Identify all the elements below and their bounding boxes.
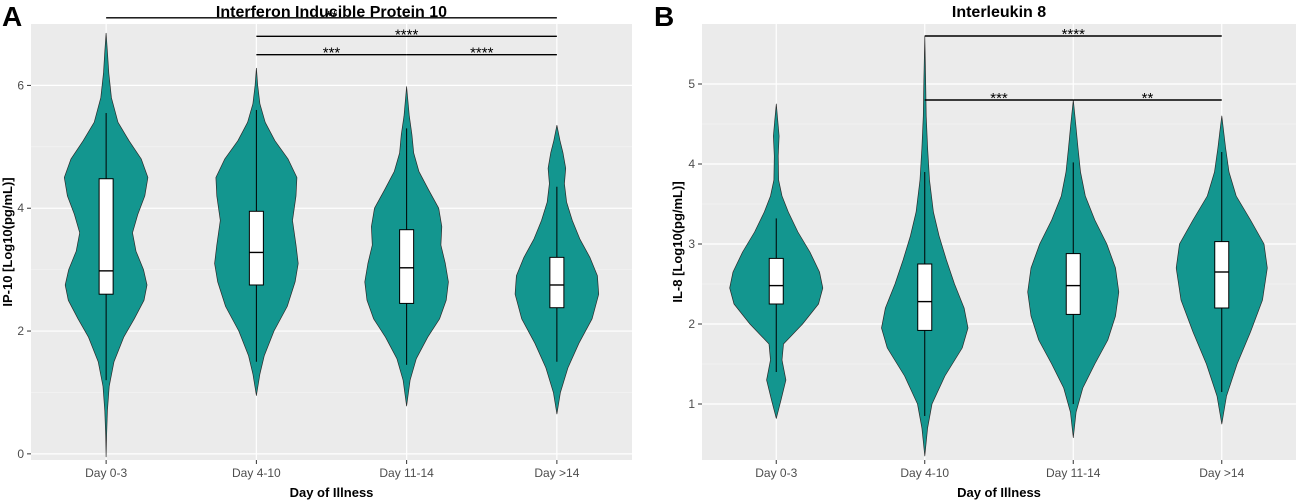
panel-a: A Interferon Inducible Protein 10 0 2 4 6 Day …: [0, 1, 632, 500]
box-day-4-10: [917, 263, 933, 331]
x-axis-title: Day of Illness: [290, 485, 374, 500]
box-day-4-10: [248, 210, 264, 286]
x-tick-label-day-4-10: Day 4-10: [900, 466, 949, 480]
y-tick-label: 2: [17, 324, 24, 338]
significance-label-2: **: [1142, 90, 1154, 107]
y-tick-label: 0: [17, 447, 24, 461]
significance-label-2: ***: [323, 45, 341, 62]
y-tick-label: 4: [17, 201, 24, 215]
significance-label-1: ***: [990, 90, 1008, 107]
box-day-0-3: [768, 257, 784, 305]
significance-label-3: ****: [470, 45, 494, 62]
y-tick-label: 1: [688, 397, 695, 411]
y-tick-label: 6: [17, 78, 24, 92]
y-tick-label: 3: [688, 237, 695, 251]
panel-letter: B: [654, 1, 674, 32]
y-axis-title: IL-8 [Log10(pg/mL)]: [670, 181, 685, 302]
box-day-gt14: [1214, 241, 1230, 309]
box-day-0-3: [98, 178, 114, 295]
y-axis-title: IP-10 [Log10(pg/mL)]: [0, 177, 15, 306]
x-tick-label-day-gt14: Day >14: [1199, 466, 1244, 480]
chart-title: Interferon Inducible Protein 10: [216, 4, 447, 21]
x-tick-label-day-0-3: Day 0-3: [85, 466, 127, 480]
y-tick-label: 5: [688, 77, 695, 91]
x-tick-label-day-gt14: Day >14: [534, 466, 579, 480]
panel-b: B Interleukin 8 1 2 3 4 5 Day 0-3 Day 4-10 Day 11…: [654, 1, 1296, 500]
significance-label-1: ****: [395, 26, 419, 43]
significance-label-0: ****: [1062, 26, 1086, 43]
y-tick-label: 4: [688, 157, 695, 171]
x-tick-label-day-11-14: Day 11-14: [379, 466, 434, 480]
significance-label-0: **: [326, 8, 338, 25]
box-day-11-14: [1065, 253, 1081, 315]
x-tick-label-day-11-14: Day 11-14: [1046, 466, 1101, 480]
panel-letter: A: [2, 1, 22, 32]
x-axis-title: Day of Illness: [957, 485, 1041, 500]
box-day-gt14: [549, 256, 565, 309]
chart-title: Interleukin 8: [952, 4, 1046, 21]
box-day-11-14: [399, 229, 415, 304]
y-tick-label: 2: [688, 317, 695, 331]
x-tick-label-day-4-10: Day 4-10: [232, 466, 281, 480]
x-tick-label-day-0-3: Day 0-3: [755, 466, 797, 480]
